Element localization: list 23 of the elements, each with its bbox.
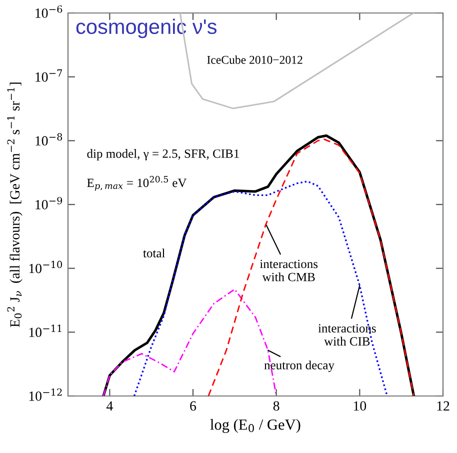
y-tick-label: 10$^{−7}$ [36,69,62,82]
x-tick-label: 12 [437,401,450,410]
x-tick-label: 4 [106,401,113,410]
y-tick-label: 10$^{−6}$ [36,5,62,18]
annotation: interactions with CIB [318,324,376,346]
y-tick-label: 10$^{−11}$ [29,324,62,338]
annotation: IceCube 2010−2012 [207,56,302,64]
text: E$_{0}$$^{2}$ J$_{ν}$ (all flavours) [GeV cm$^{−2}$ s$^{−1}$ sr$^{−1}$] [7,82,22,328]
x-axis-title: log (E$_{0}$ / GeV) [210,419,300,433]
y-tick-label: 10$^{−10}$ [29,260,62,274]
annotation: dip model, γ = 2.5, SFR, CIB1 [87,149,239,160]
annotation: E$_{p,max}$ = 10$^{20.5}$ eV [87,176,187,191]
annotation: total [143,248,165,258]
annotation: interactions with CMB [260,260,318,282]
x-tick-label: 10 [354,401,366,411]
line-series [208,138,415,396]
y-tick-label: 10$^{−12}$ [29,388,62,401]
x-tick-label: 8 [273,401,280,411]
y-tick-label: 10$^{−9}$ [36,196,62,210]
annotation: neutron decay [264,360,334,372]
y-tick-label: 10$^{−8}$ [36,133,62,146]
x-tick-label: 6 [190,401,196,411]
chart-title: cosmogenic ν's [76,18,217,38]
